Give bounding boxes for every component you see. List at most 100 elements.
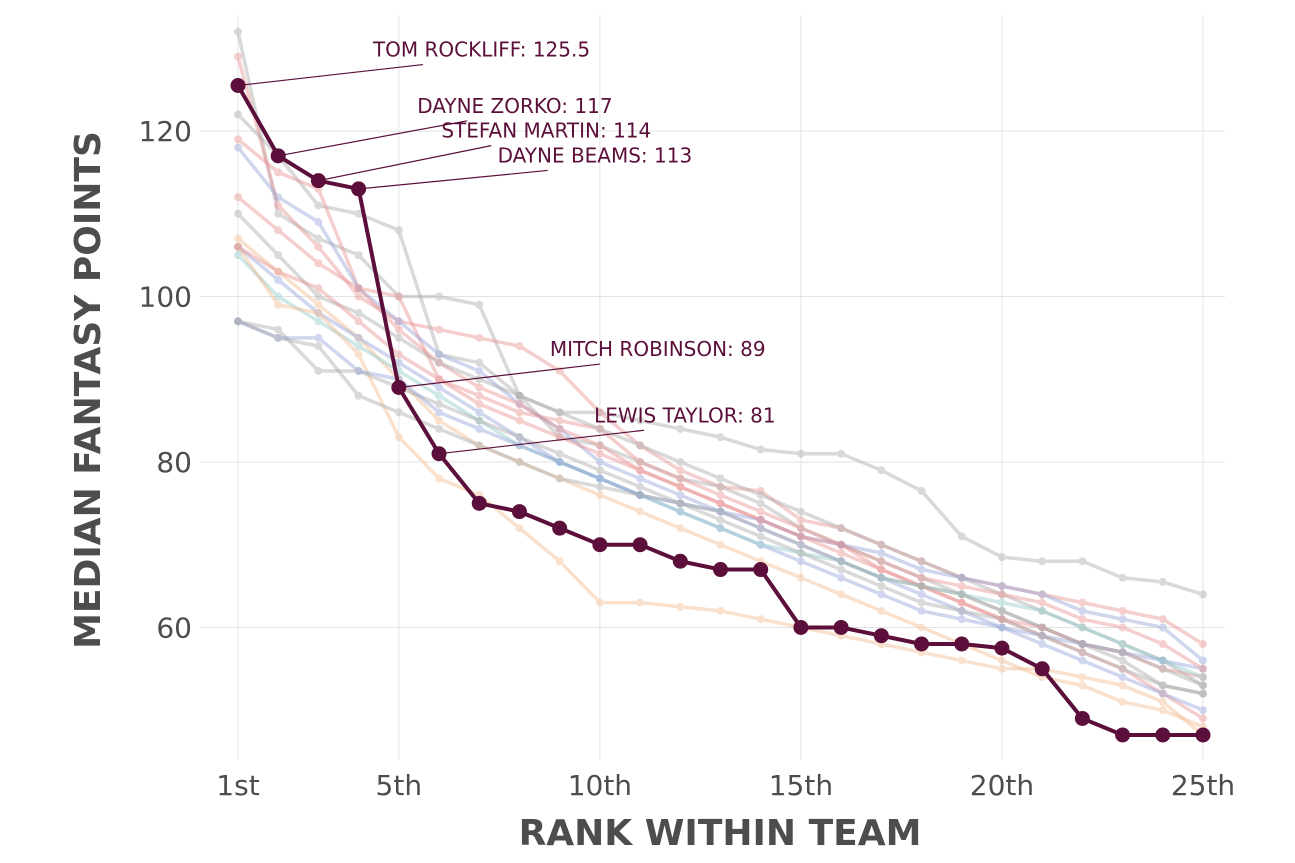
background-point [354,251,363,260]
x-tick-label: 15th [769,769,833,802]
background-point [1158,615,1167,624]
highlight-point [914,636,930,652]
background-point [957,573,966,582]
background-point [997,582,1006,591]
background-series [234,52,1207,648]
background-point [877,573,886,582]
highlight-point [954,636,970,652]
background-point [515,391,524,400]
background-point [1078,639,1087,648]
background-point [676,482,685,491]
background-point [1078,623,1087,632]
background-point [1199,689,1207,698]
background-point [515,400,524,409]
background-point [1118,673,1127,682]
background-point [957,582,966,591]
background-point [1118,648,1127,657]
background-point [1199,656,1207,665]
background-point [314,259,323,268]
background-point [676,491,685,500]
background-point [1199,664,1207,673]
background-point [917,590,926,599]
background-point [756,515,765,524]
background-point [595,598,604,607]
background-point [1199,664,1207,673]
background-point [676,499,685,508]
background-point [997,553,1006,562]
background-point [676,507,685,516]
background-point [475,391,484,400]
background-point [555,424,564,433]
background-point [636,507,645,516]
annotation-leader [278,120,468,157]
background-point [1158,656,1167,665]
background-point [1078,598,1087,607]
background-point [274,325,283,334]
background-point [435,350,444,359]
background-point [515,441,524,450]
background-point [1038,590,1047,599]
background-point [796,524,805,533]
background-point [1118,697,1127,706]
background-point [515,457,524,466]
background-point [1078,557,1087,566]
background-series-line [236,137,1204,720]
background-point [1038,606,1047,615]
background-point [515,408,524,417]
x-tick-label: 20th [970,769,1034,802]
annotation-label: LEWIS TAYLOR: 81 [594,403,776,427]
background-point [1038,623,1047,632]
background-point [274,300,283,309]
background-series-line [236,195,1204,679]
background-point [1078,648,1087,657]
background-point [877,540,886,549]
background-point [957,590,966,599]
background-point [435,416,444,425]
background-point [716,507,725,516]
background-point [716,474,725,483]
background-point [676,424,685,433]
background-point [394,317,403,326]
background-point [435,383,444,392]
background-point [877,548,886,557]
background-series-line [236,113,1204,696]
background-point [555,474,564,483]
background-point [957,532,966,541]
background-point [1158,689,1167,698]
background-point [997,598,1006,607]
background-series-line [237,245,1204,671]
background-point [796,515,805,524]
background-point [555,457,564,466]
background-point [475,416,484,425]
highlight-point [833,619,849,635]
background-point [917,573,926,582]
background-point [917,557,926,566]
background-point [957,606,966,615]
background-point [877,557,886,566]
background-point [1078,656,1087,665]
background-point [595,424,604,433]
background-point [234,251,242,260]
background-point [917,565,926,574]
background-point [234,317,242,326]
background-point [877,565,886,574]
y-axis-title: MEDIAN FANTASY POINTS [68,131,109,649]
background-point [354,317,363,326]
annotation-leader [438,429,645,455]
background-point [354,391,363,400]
background-point [957,573,966,582]
y-tick-label: 120 [139,115,192,148]
background-series [234,209,1207,690]
x-tick-label: 1st [216,769,259,802]
tick-labels: 1st 5th 10th 15th 20th 25th 60 80 100 120 [139,115,1236,802]
background-point [435,400,444,409]
background-point [877,565,886,574]
background-point [314,284,323,293]
background-point [1078,615,1087,624]
background-point [837,573,846,582]
background-series [234,317,1207,690]
background-point [756,540,765,549]
background-point [997,623,1006,632]
background-point [1038,598,1047,607]
background-point [957,656,966,665]
